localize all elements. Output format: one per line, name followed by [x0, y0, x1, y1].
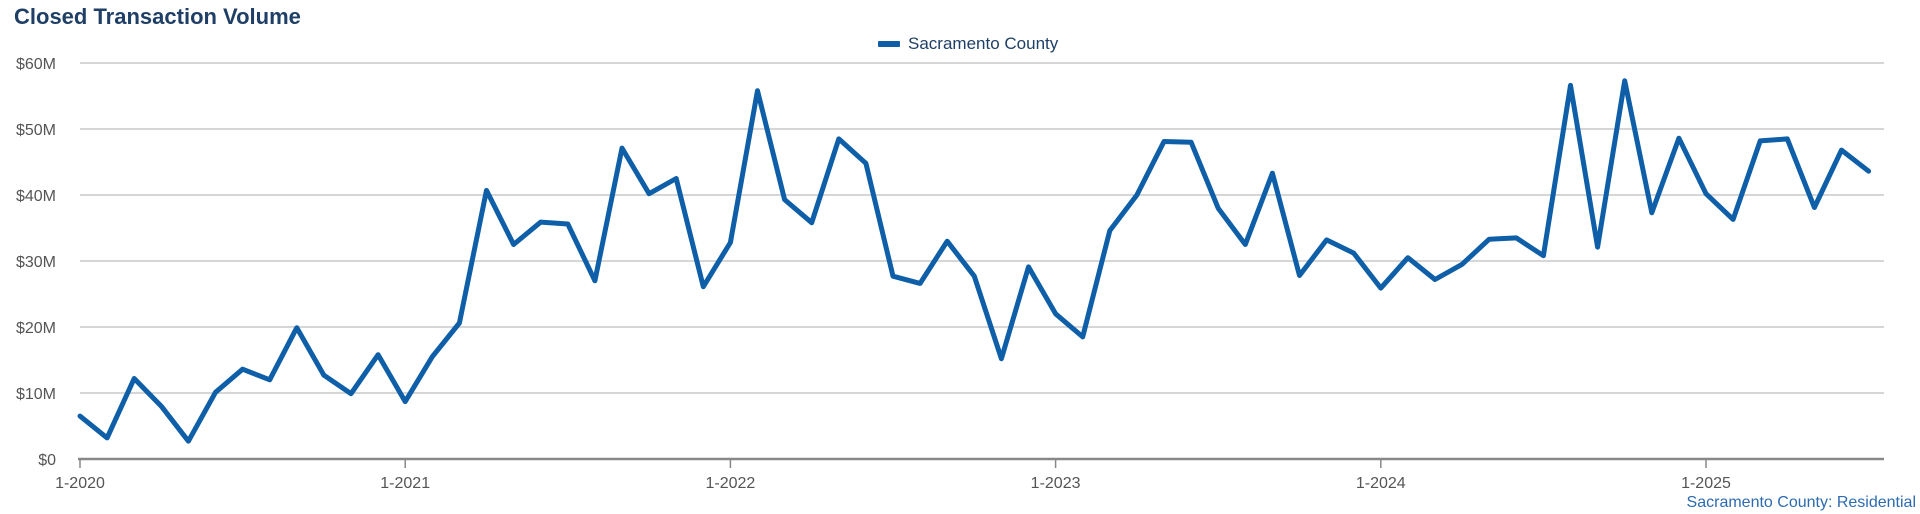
data-point [589, 275, 601, 287]
y-tick-label: $20M [16, 320, 56, 337]
data-point [1104, 225, 1116, 237]
data-point [101, 432, 113, 444]
data-point [724, 237, 736, 249]
data-point [1321, 234, 1333, 246]
data-point [481, 184, 493, 196]
data-point [806, 217, 818, 229]
data-point [1375, 282, 1387, 294]
legend-label: Sacramento County [908, 34, 1059, 53]
data-point [860, 157, 872, 169]
data-point [345, 388, 357, 400]
legend-swatch [878, 41, 900, 47]
data-point [1673, 132, 1685, 144]
data-point [616, 142, 628, 154]
data-point [643, 188, 655, 200]
data-point [1023, 261, 1035, 273]
data-point [210, 386, 222, 398]
y-tick-label: $60M [16, 56, 56, 73]
data-point [453, 317, 465, 329]
data-point [1429, 274, 1441, 286]
y-tick-label: $0 [38, 452, 56, 469]
data-point [1700, 188, 1712, 200]
data-point [399, 396, 411, 408]
data-point [1131, 189, 1143, 201]
data-point [1836, 144, 1848, 156]
x-tick-label: 1-2023 [1031, 475, 1081, 492]
data-point [426, 351, 438, 363]
data-point [1781, 133, 1793, 145]
data-point [1565, 79, 1577, 91]
data-point [1185, 136, 1197, 148]
data-point [372, 349, 384, 361]
data-point [318, 369, 330, 381]
data-point [914, 277, 926, 289]
x-axis: 1-2020 1-2021 1-2022 1-2023 1-2024 1-2025 [55, 457, 1884, 492]
source-label: Sacramento County: Residential [1686, 494, 1916, 511]
data-point [1050, 308, 1062, 320]
data-point [1266, 167, 1278, 179]
data-point [1158, 136, 1170, 148]
y-tick-label: $30M [16, 254, 56, 271]
data-point [1754, 135, 1766, 147]
y-tick-label: $40M [16, 188, 56, 205]
data-point [779, 194, 791, 206]
x-tick-label: 1-2021 [380, 475, 430, 492]
series-line [77, 78, 1872, 444]
data-point [128, 373, 140, 385]
data-point [508, 239, 520, 251]
data-point [1402, 252, 1414, 264]
data-point [1456, 258, 1468, 270]
y-tick-label: $50M [16, 122, 56, 139]
data-point [155, 400, 167, 412]
data-point [1212, 202, 1224, 214]
chart-legend[interactable]: Sacramento County [878, 34, 1058, 54]
data-point [1537, 250, 1549, 262]
data-point [670, 173, 682, 185]
data-point [264, 374, 276, 386]
data-point [74, 410, 86, 422]
x-tick-label: 1-2020 [55, 475, 105, 492]
data-point [887, 270, 899, 282]
data-point [1483, 233, 1495, 245]
x-tick-label: 1-2025 [1681, 475, 1731, 492]
data-point [968, 270, 980, 282]
x-tick-label: 1-2022 [705, 475, 755, 492]
y-tick-label: $10M [16, 386, 56, 403]
y-axis-ticks: $0 $10M $20M $30M $40M $50M $60M [16, 56, 56, 469]
data-point [752, 85, 764, 97]
data-point [833, 133, 845, 145]
series-group [74, 75, 1875, 447]
data-point [1863, 165, 1875, 177]
data-point [1727, 213, 1739, 225]
data-point [1619, 75, 1631, 87]
data-point [1510, 232, 1522, 244]
chart-title: Closed Transaction Volume [14, 4, 301, 29]
data-point [1348, 247, 1360, 259]
grid-lines [80, 62, 1884, 394]
data-point [1239, 239, 1251, 251]
data-point [995, 353, 1007, 365]
data-point [182, 435, 194, 447]
data-point [1808, 202, 1820, 214]
data-point [1646, 207, 1658, 219]
data-point [535, 216, 547, 228]
data-point [291, 322, 303, 334]
data-point [1077, 331, 1089, 343]
data-point [697, 281, 709, 293]
x-tick-label: 1-2024 [1356, 475, 1406, 492]
data-point [237, 363, 249, 375]
data-point [941, 235, 953, 247]
data-point [1294, 270, 1306, 282]
data-point [562, 218, 574, 230]
data-point [1592, 241, 1604, 253]
